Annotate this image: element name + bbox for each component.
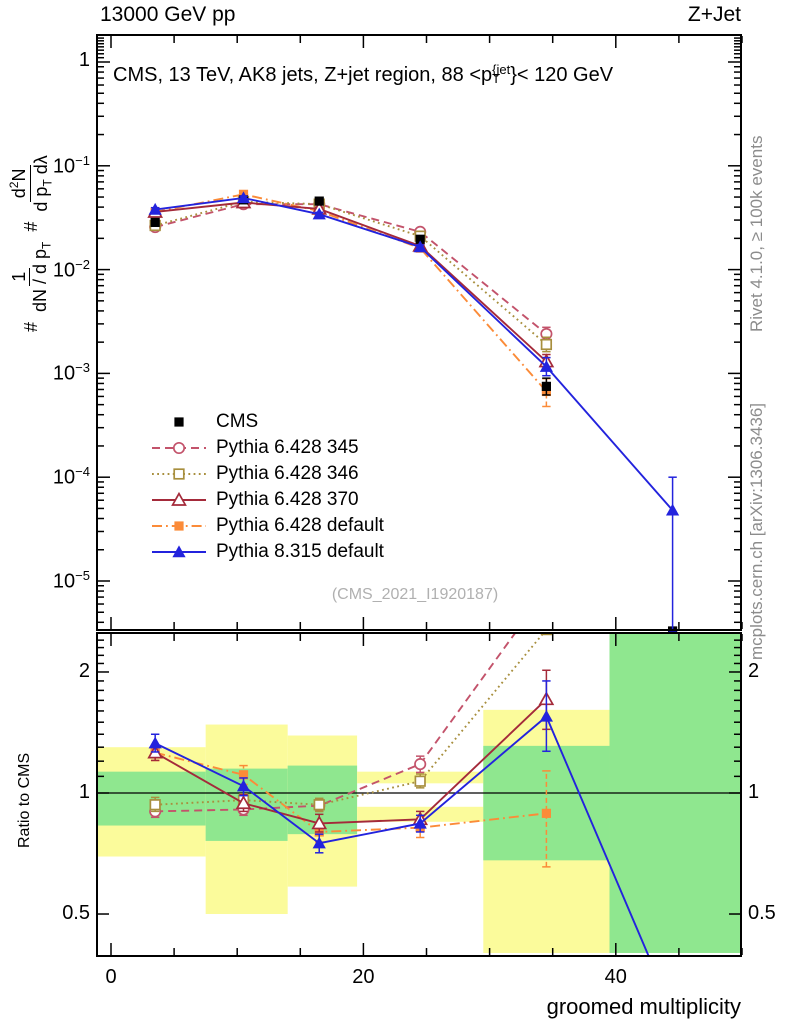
beam-energy-label: 13000 GeV pp [100,3,236,26]
main-y-tick-label: 10−5 [52,568,90,593]
watermark: (CMS_2021_I1920187) [331,586,499,603]
legend-item-pythia6-345: Pythia 6.428 345 [150,435,384,461]
main-y-tick-label: 10−1 [52,152,90,178]
ratio-y-tick-label: 1 [78,781,90,803]
ratio-y-tick-label-right: 0.5 [748,902,776,924]
ratio-y-tick-label: 2 [78,659,90,682]
legend-marker-pythia6-370 [152,491,206,506]
panel-title: CMS, 13 TeV, AK8 jets, Z+jet region, 88 … [113,62,614,86]
main-panel-frame [96,34,742,631]
ratio-uncertainty-bands [97,633,741,953]
ratio-y-tick-label: 0.5 [62,902,90,924]
legend: CMS Pythia 6.428 345 Pythia 6.428 346 Py… [150,409,384,565]
legend-item-cms: CMS [150,409,384,435]
x-tick-label: 40 [604,966,627,988]
ratio-y-tick-label-right: 1 [748,781,760,803]
process-label: Z+Jet [687,3,741,26]
legend-label: Pythia 6.428 346 [216,463,359,484]
main-y-axis-title: # 1 dN / d pT # d2N d pT dλ [7,155,55,332]
legend-label: Pythia 6.428 default [216,515,384,536]
mcplots-note: mcplots.cern.ch [arXiv:1306.3436] [747,402,766,660]
main-y-tick-label: 10−4 [52,464,90,489]
legend-label: Pythia 6.428 345 [216,437,359,458]
rivet-version-note: Rivet 4.1.0, ≥ 100k events [747,135,766,332]
main-y-tick-label: 10−3 [52,360,90,386]
legend-item-pythia6-346: Pythia 6.428 346 [150,461,384,487]
legend-label: Pythia 6.428 370 [216,489,359,510]
main-y-tick-label: 1 [78,49,90,71]
legend-item-pythia6-default: Pythia 6.428 default [150,513,384,539]
series-pythia8-default [148,191,680,956]
legend-marker-pythia6-default [152,521,206,531]
ratio-y-tick-label-right: 2 [748,659,760,682]
x-axis-title: groomed multiplicity [546,994,741,1019]
legend-label: CMS [216,411,259,432]
legend-label: Pythia 8.315 default [216,541,384,562]
x-tick-label: 20 [352,966,375,988]
legend-marker-pythia6-346 [152,468,206,480]
x-tick-label: 0 [105,966,117,988]
legend-marker-pythia6-345 [152,441,206,455]
main-y-tick-label: 10−2 [52,256,90,282]
hash-symbol: # [21,221,42,232]
legend-item-pythia6-370: Pythia 6.428 370 [150,487,384,513]
legend-item-pythia8-default: Pythia 8.315 default [150,539,384,565]
legend-marker-pythia8-default [152,545,206,558]
hash-symbol: # [21,321,42,332]
ratio-panel-frame [96,632,742,957]
axis-ticks [98,36,743,955]
legend-marker-cms [174,417,184,427]
